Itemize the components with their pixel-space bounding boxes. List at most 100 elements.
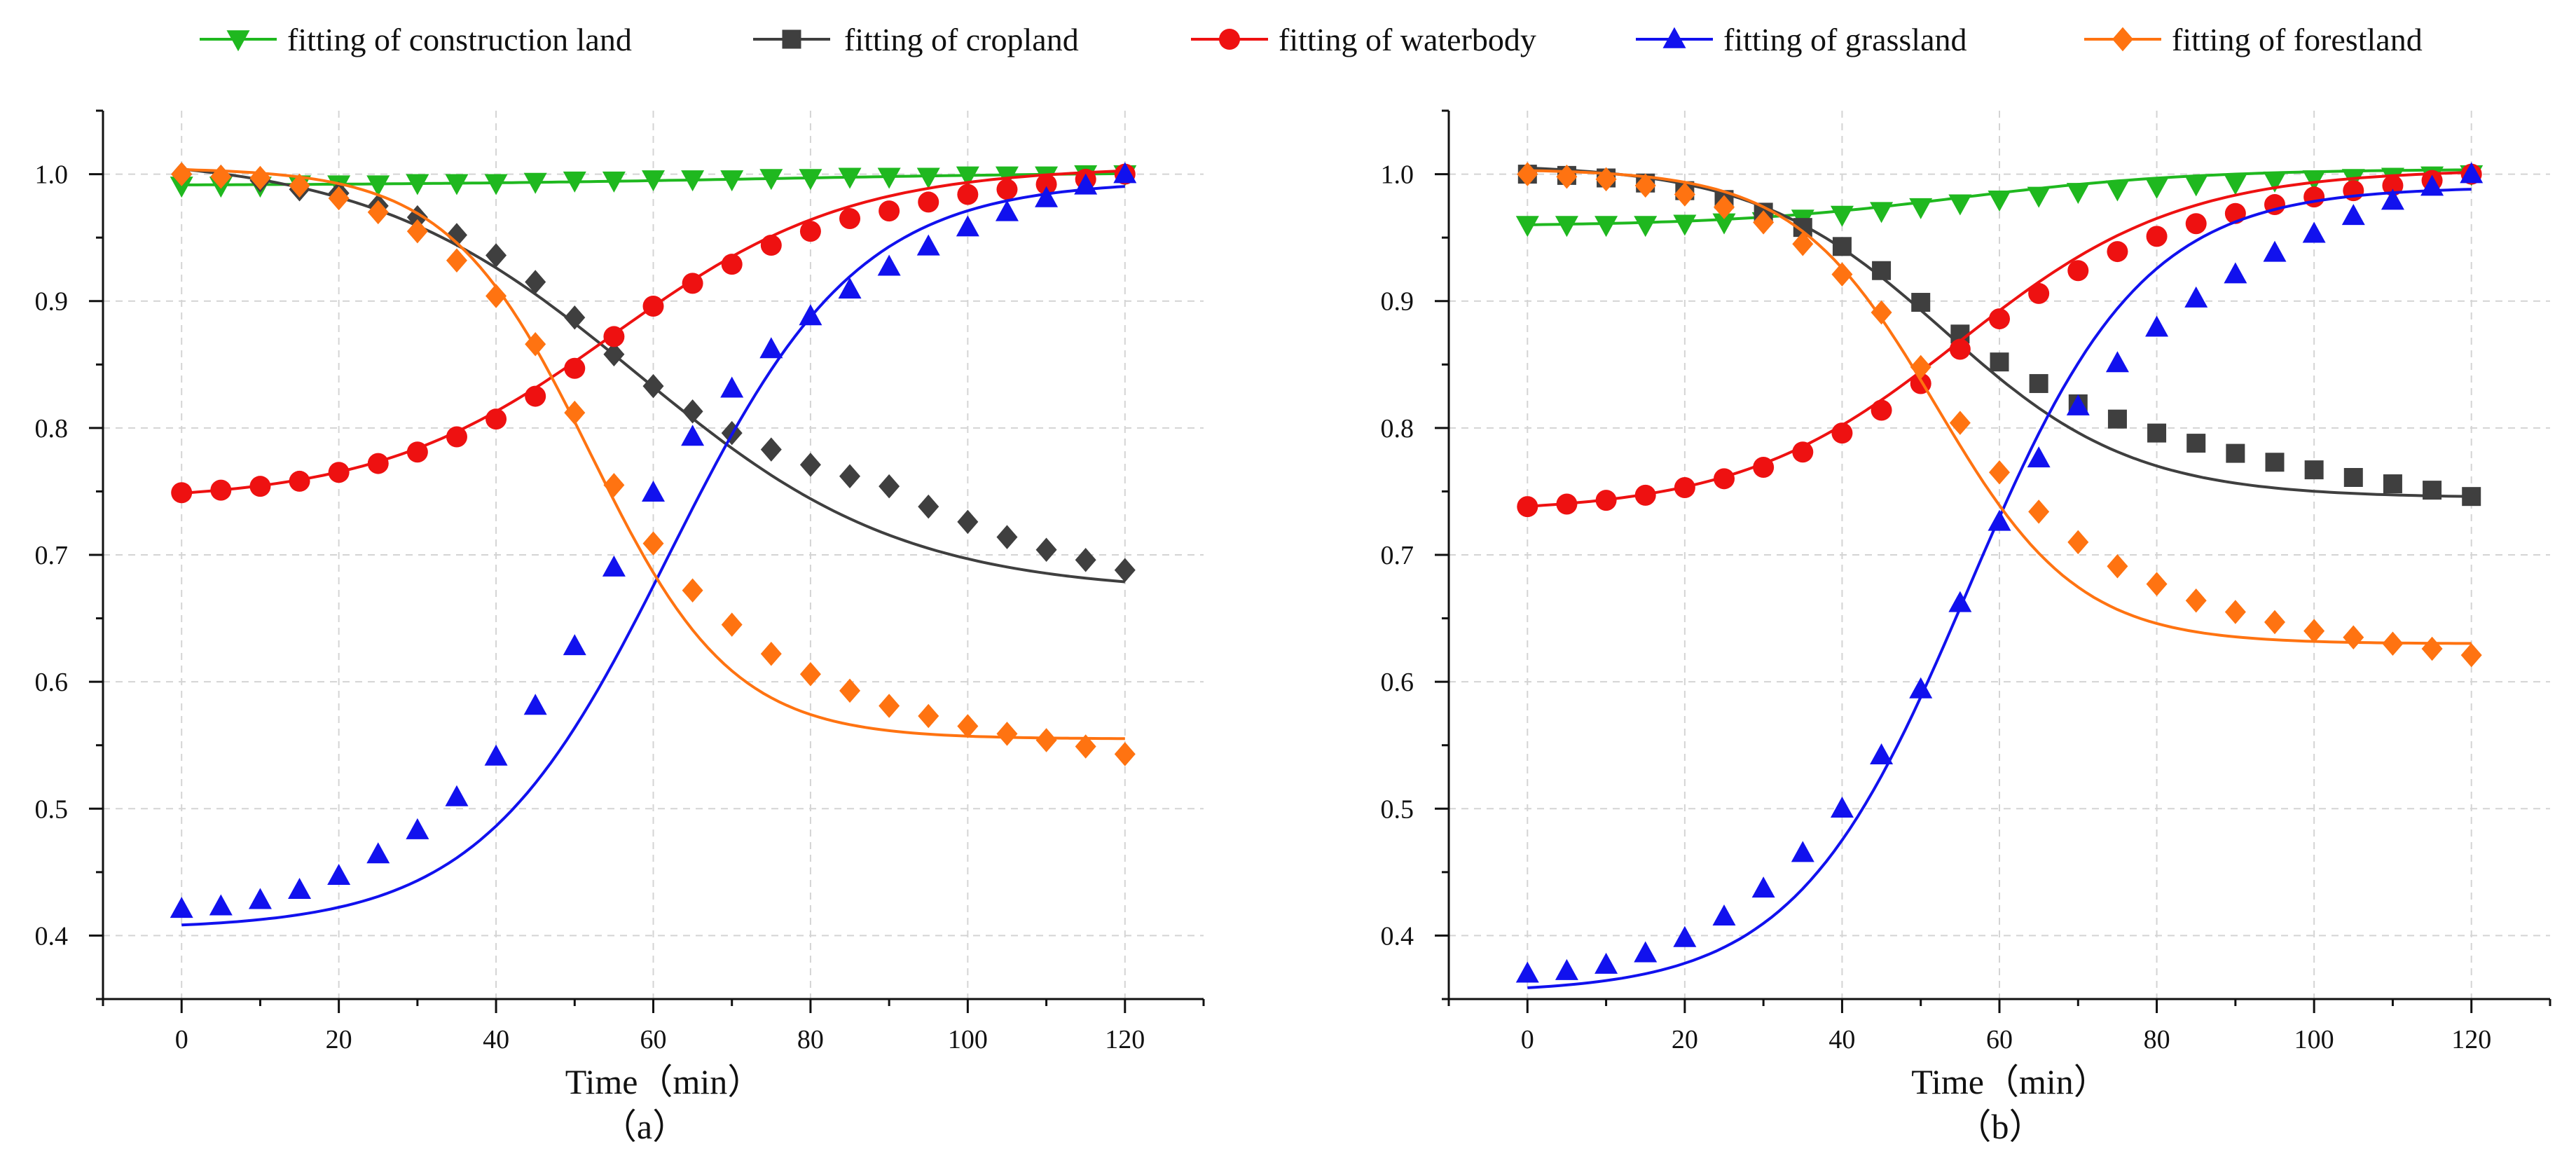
data-point-cropland — [603, 342, 625, 367]
data-point-construction — [602, 171, 626, 193]
data-point-forestland — [2264, 610, 2285, 635]
data-point-grassland — [1594, 952, 1618, 974]
y-tick-label: 0.4 — [1381, 921, 1414, 951]
data-point-waterbody — [1595, 490, 1617, 511]
data-point-grassland — [642, 480, 665, 502]
series-grassland — [170, 162, 1137, 927]
data-point-forestland — [406, 219, 428, 244]
data-point-construction — [838, 167, 862, 189]
data-point-forestland — [2382, 631, 2404, 656]
data-point-construction — [563, 171, 586, 193]
data-point-waterbody — [1714, 468, 1735, 490]
data-point-forestland — [1634, 173, 1656, 198]
data-point-forestland — [485, 284, 507, 308]
series-grassland — [1515, 162, 2484, 989]
data-point-waterbody — [1035, 174, 1057, 195]
data-point-forestland — [171, 162, 193, 186]
data-point-waterbody — [249, 476, 271, 497]
data-point-forestland — [289, 173, 310, 198]
data-point-forestland — [1595, 167, 1617, 192]
data-point-forestland — [682, 578, 703, 603]
data-point-grassland — [1791, 841, 1814, 862]
data-point-grassland — [484, 744, 508, 766]
data-point-cropland — [996, 525, 1018, 549]
x-tick-label: 0 — [175, 1025, 188, 1054]
data-point-waterbody — [996, 179, 1018, 200]
data-point-waterbody — [2028, 282, 2050, 304]
data-point-forestland — [1753, 210, 1775, 235]
data-point-grassland — [720, 376, 744, 398]
data-point-construction — [523, 172, 547, 194]
data-point-forestland — [446, 248, 467, 273]
data-point-construction — [1948, 194, 1972, 216]
data-point-cropland — [446, 223, 467, 247]
x-tick-label: 20 — [326, 1025, 352, 1054]
data-point-construction — [1988, 191, 2011, 212]
data-point-forestland — [2067, 530, 2089, 555]
data-point-construction — [1594, 216, 1618, 238]
data-point-forestland — [1910, 355, 1931, 380]
data-point-grassland — [327, 864, 351, 886]
data-point-cropland — [879, 474, 900, 499]
data-point-grassland — [2184, 286, 2208, 308]
data-point-construction — [877, 167, 901, 189]
data-point-grassland — [406, 818, 429, 839]
data-point-cropland — [2107, 409, 2127, 429]
data-point-cropland — [642, 373, 664, 399]
data-point-grassland — [1909, 677, 1933, 698]
data-point-cropland — [682, 399, 703, 424]
x-tick-label: 40 — [483, 1025, 509, 1054]
data-point-forestland — [525, 332, 546, 357]
data-point-grassland — [799, 304, 822, 326]
legend-item-waterbody: fitting of waterbody — [1191, 22, 1536, 57]
data-point-cropland — [1114, 558, 1136, 582]
data-point-grassland — [1035, 186, 1059, 207]
x-axis-title: Time（min） — [565, 1062, 763, 1101]
data-point-grassland — [916, 234, 940, 256]
data-point-waterbody — [760, 235, 782, 256]
data-point-cropland — [1872, 261, 1892, 280]
data-point-cropland — [1990, 352, 2009, 372]
y-tick-label: 0.5 — [35, 794, 69, 824]
panel-label: （a） — [602, 1107, 687, 1146]
data-point-grassland — [602, 555, 626, 577]
data-point-cropland — [564, 305, 586, 330]
data-point-cropland — [2265, 453, 2285, 472]
data-point-forestland — [996, 722, 1018, 746]
data-point-forestland — [839, 678, 861, 703]
data-point-grassland — [1712, 904, 1736, 926]
data-point-construction — [1555, 216, 1578, 238]
data-point-cropland — [2147, 423, 2167, 443]
data-point-construction — [484, 174, 508, 195]
data-point-grassland — [523, 694, 547, 715]
data-point-grassland — [1634, 941, 1658, 963]
data-point-forestland — [760, 642, 782, 666]
data-point-grassland — [445, 785, 469, 806]
data-point-grassland — [2263, 240, 2287, 262]
data-point-forestland — [1792, 231, 1814, 256]
y-tick-label: 0.4 — [35, 921, 69, 951]
data-point-construction — [406, 174, 429, 195]
data-point-construction — [2302, 170, 2326, 192]
data-point-construction — [1870, 202, 1894, 223]
data-point-forestland — [1075, 734, 1096, 759]
data-point-cropland — [957, 509, 979, 535]
data-point-grassland — [1555, 958, 1578, 980]
data-point-waterbody — [1949, 338, 1971, 360]
legend-marker-construction — [226, 30, 250, 52]
data-point-cropland — [799, 453, 821, 477]
data-point-forestland — [1871, 300, 1892, 325]
data-point-construction — [2027, 186, 2051, 208]
series-forestland — [171, 162, 1136, 766]
data-point-cropland — [839, 464, 861, 488]
data-point-forestland — [1989, 460, 2010, 485]
y-tick-label: 1.0 — [35, 160, 69, 190]
legend-marker-cropland — [782, 29, 801, 49]
data-point-grassland — [1113, 162, 1137, 184]
data-point-waterbody — [210, 479, 232, 501]
data-point-grassland — [995, 200, 1019, 221]
data-point-cropland — [918, 494, 939, 519]
data-point-waterbody — [1674, 476, 1695, 498]
data-point-forestland — [603, 473, 625, 497]
data-point-cropland — [1035, 537, 1057, 563]
